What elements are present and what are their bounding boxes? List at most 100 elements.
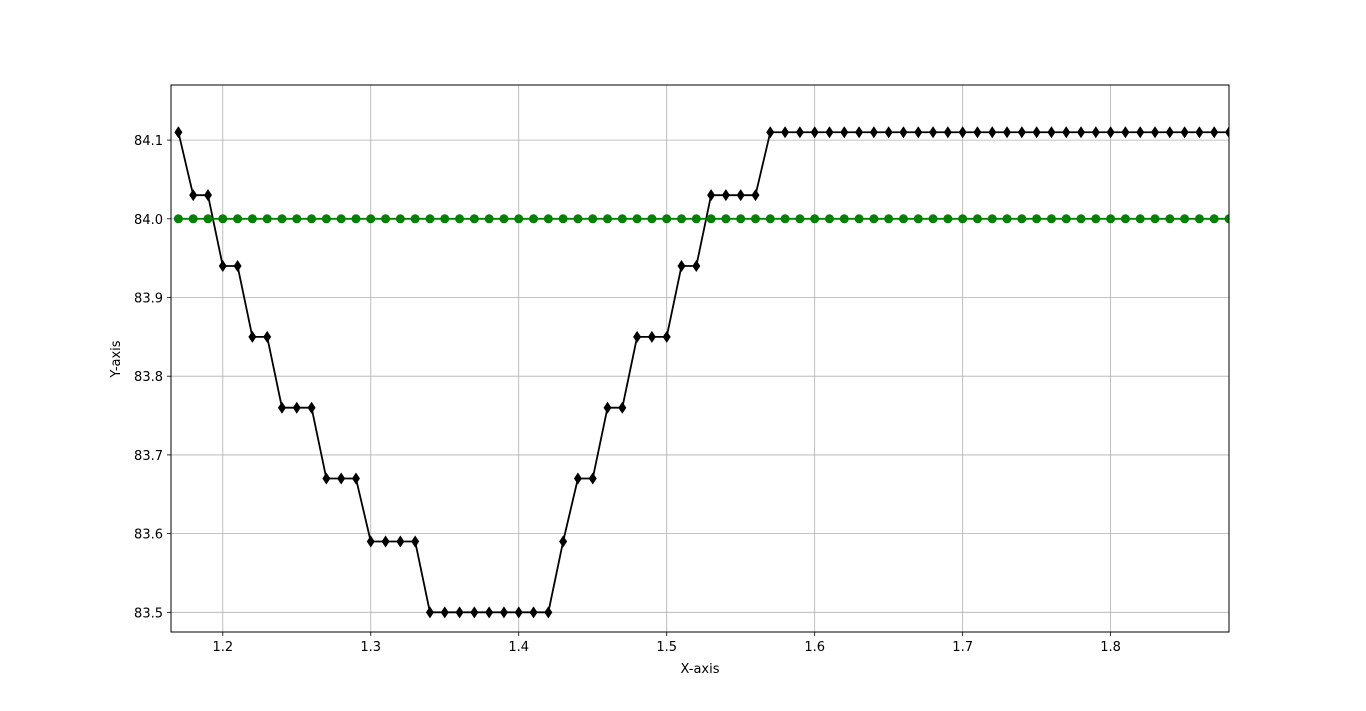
data-point-diamond xyxy=(1210,126,1219,139)
data-point-circle xyxy=(765,214,775,224)
y-tick-label: 83.5 xyxy=(134,606,163,621)
data-point-diamond xyxy=(929,126,938,139)
data-point-diamond xyxy=(692,260,701,273)
data-point-diamond xyxy=(1003,126,1012,139)
data-point-circle xyxy=(898,214,908,224)
y-tick-label: 83.6 xyxy=(134,528,163,543)
data-point-diamond xyxy=(1091,126,1100,139)
data-point-circle xyxy=(869,214,879,224)
data-point-circle xyxy=(780,214,790,224)
data-point-circle xyxy=(1120,214,1130,224)
data-point-diamond xyxy=(603,401,612,414)
x-tick-label: 1.3 xyxy=(360,640,381,655)
data-point-diamond xyxy=(351,472,360,485)
data-point-circle xyxy=(913,214,923,224)
data-point-diamond xyxy=(884,126,893,139)
data-point-circle xyxy=(824,214,834,224)
data-point-diamond xyxy=(662,330,671,343)
data-point-diamond xyxy=(1077,126,1086,139)
data-point-diamond xyxy=(233,260,242,273)
data-point-diamond xyxy=(1047,126,1056,139)
data-point-circle xyxy=(543,214,553,224)
data-point-diamond xyxy=(1017,126,1026,139)
data-point-circle xyxy=(499,214,509,224)
data-point-circle xyxy=(943,214,953,224)
data-point-diamond xyxy=(855,126,864,139)
data-point-circle xyxy=(307,214,317,224)
y-tick-label: 83.8 xyxy=(134,370,163,385)
data-point-circle xyxy=(558,214,568,224)
data-point-circle xyxy=(1180,214,1190,224)
data-point-diamond xyxy=(381,535,390,548)
data-point-diamond xyxy=(1180,126,1189,139)
data-point-diamond xyxy=(958,126,967,139)
data-point-circle xyxy=(691,214,701,224)
data-point-diamond xyxy=(514,606,523,619)
data-point-circle xyxy=(1150,214,1160,224)
data-point-circle xyxy=(617,214,627,224)
data-point-circle xyxy=(277,214,287,224)
data-point-circle xyxy=(351,214,361,224)
data-point-diamond xyxy=(1136,126,1145,139)
data-point-circle xyxy=(1032,214,1042,224)
data-point-diamond xyxy=(914,126,923,139)
data-point-circle xyxy=(795,214,805,224)
data-point-diamond xyxy=(366,535,375,548)
data-point-circle xyxy=(1091,214,1101,224)
data-point-circle xyxy=(706,214,716,224)
data-point-diamond xyxy=(559,535,568,548)
data-point-circle xyxy=(1002,214,1012,224)
data-point-circle xyxy=(336,214,346,224)
data-point-circle xyxy=(677,214,687,224)
data-point-circle xyxy=(395,214,405,224)
data-point-diamond xyxy=(721,189,730,202)
x-tick-label: 1.7 xyxy=(952,640,973,655)
data-point-circle xyxy=(987,214,997,224)
y-axis-ticks: 83.5 83.6 83.7 83.8 83.9 84.0 84.1 xyxy=(134,134,171,621)
data-point-diamond xyxy=(810,126,819,139)
data-point-circle xyxy=(203,214,213,224)
data-point-circle xyxy=(247,214,257,224)
x-tick-label: 1.6 xyxy=(804,640,825,655)
data-point-circle xyxy=(839,214,849,224)
data-point-circle xyxy=(218,214,228,224)
data-point-circle xyxy=(1165,214,1175,224)
data-point-diamond xyxy=(189,189,198,202)
x-axis-label: X-axis xyxy=(681,662,720,677)
data-point-circle xyxy=(514,214,524,224)
data-point-diamond xyxy=(544,606,553,619)
data-point-diamond xyxy=(218,260,227,273)
data-point-diamond xyxy=(707,189,716,202)
data-point-circle xyxy=(588,214,598,224)
x-tick-label: 1.5 xyxy=(656,640,677,655)
data-point-circle xyxy=(410,214,420,224)
data-point-diamond xyxy=(1032,126,1041,139)
data-point-circle xyxy=(1135,214,1145,224)
data-point-circle xyxy=(321,214,331,224)
data-point-circle xyxy=(1046,214,1056,224)
x-axis-ticks: 1.2 1.3 1.4 1.5 1.6 1.7 1.8 xyxy=(212,632,1121,655)
data-point-diamond xyxy=(322,472,331,485)
data-point-circle xyxy=(1194,214,1204,224)
data-point-diamond xyxy=(263,330,272,343)
y-tick-label: 84.1 xyxy=(134,134,163,149)
y-tick-label: 83.9 xyxy=(134,292,163,307)
data-point-diamond xyxy=(277,401,286,414)
data-point-circle xyxy=(854,214,864,224)
data-point-diamond xyxy=(203,189,212,202)
data-point-diamond xyxy=(455,606,464,619)
data-point-circle xyxy=(484,214,494,224)
y-axis-label: Y-axis xyxy=(109,340,124,378)
data-point-diamond xyxy=(795,126,804,139)
data-point-diamond xyxy=(485,606,494,619)
data-point-diamond xyxy=(588,472,597,485)
data-point-diamond xyxy=(337,472,346,485)
data-point-circle xyxy=(928,214,938,224)
data-point-circle xyxy=(1061,214,1071,224)
data-point-diamond xyxy=(440,606,449,619)
data-point-circle xyxy=(1076,214,1086,224)
data-point-diamond xyxy=(677,260,686,273)
data-point-circle xyxy=(958,214,968,224)
